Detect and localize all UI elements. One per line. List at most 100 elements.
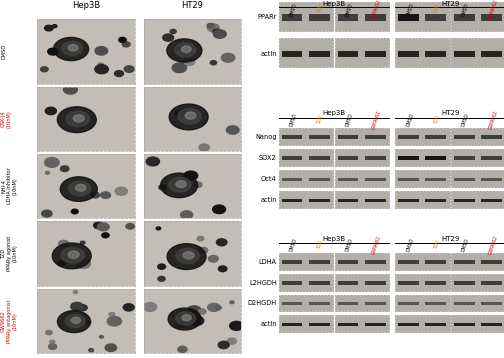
Text: Hep3B: Hep3B — [323, 110, 346, 116]
Text: HT29: HT29 — [441, 110, 460, 116]
Text: DMSO: DMSO — [345, 2, 354, 17]
Bar — [338, 302, 358, 305]
Bar — [454, 302, 475, 305]
Bar — [395, 2, 450, 31]
Bar — [365, 323, 386, 326]
Bar — [282, 260, 302, 264]
Text: LDHA: LDHA — [259, 259, 277, 265]
Bar — [365, 199, 386, 202]
Bar — [451, 2, 504, 31]
Bar — [451, 274, 504, 291]
Bar — [398, 281, 419, 285]
Text: GW9662: GW9662 — [487, 234, 498, 255]
Bar — [398, 302, 419, 305]
Text: TZD: TZD — [317, 240, 325, 250]
Bar — [279, 295, 333, 311]
Bar — [425, 178, 446, 181]
Bar — [395, 315, 450, 332]
Bar — [451, 191, 504, 208]
Bar — [454, 14, 475, 21]
Bar — [451, 149, 504, 166]
Text: GW9662
PPARy antagonist
(10nM): GW9662 PPARy antagonist (10nM) — [1, 299, 18, 343]
Bar — [282, 135, 302, 139]
Bar — [282, 281, 302, 285]
Bar — [338, 281, 358, 285]
Bar — [481, 156, 502, 160]
Text: TZD
PPARy agonist
(10nM): TZD PPARy agonist (10nM) — [1, 236, 18, 271]
Bar — [451, 129, 504, 145]
Text: TZD: TZD — [433, 4, 441, 15]
Bar — [309, 323, 330, 326]
Text: DMSO: DMSO — [345, 112, 354, 127]
Bar — [309, 281, 330, 285]
Bar — [335, 129, 389, 145]
Text: actin: actin — [260, 50, 277, 57]
Bar — [425, 323, 446, 326]
Bar — [451, 170, 504, 187]
Text: DMSO: DMSO — [345, 237, 354, 252]
Bar — [309, 302, 330, 305]
Text: DMSO: DMSO — [461, 237, 470, 252]
Bar — [398, 14, 419, 21]
Bar — [395, 253, 450, 270]
Bar — [279, 274, 333, 291]
Text: DMSO: DMSO — [289, 237, 298, 252]
Bar — [335, 191, 389, 208]
Bar — [365, 14, 386, 21]
Bar — [309, 51, 330, 57]
Text: D2HGDH: D2HGDH — [247, 300, 277, 306]
Text: DMSO: DMSO — [289, 112, 298, 127]
Bar — [282, 51, 302, 57]
Bar — [279, 129, 333, 145]
Bar — [481, 135, 502, 139]
Bar — [282, 199, 302, 202]
Bar — [481, 178, 502, 181]
Bar — [425, 135, 446, 139]
Text: DMSO: DMSO — [289, 2, 298, 17]
Bar — [279, 38, 333, 68]
Text: Hep3B: Hep3B — [323, 236, 346, 242]
Text: DMSO: DMSO — [405, 112, 414, 127]
Bar — [365, 156, 386, 160]
Bar — [395, 295, 450, 311]
Bar — [309, 14, 330, 21]
Bar — [481, 302, 502, 305]
Text: Nanog: Nanog — [255, 134, 277, 140]
Bar — [365, 281, 386, 285]
Bar — [309, 199, 330, 202]
Text: DMSO: DMSO — [461, 2, 470, 17]
Text: GW9662: GW9662 — [371, 109, 382, 130]
Text: Hep3B: Hep3B — [72, 1, 100, 10]
Bar — [338, 323, 358, 326]
Bar — [395, 129, 450, 145]
Bar — [425, 260, 446, 264]
Bar — [335, 2, 389, 31]
Bar — [425, 51, 446, 57]
Bar — [481, 323, 502, 326]
Bar — [451, 38, 504, 68]
Text: GW9662: GW9662 — [371, 234, 382, 255]
Text: DMSO: DMSO — [461, 112, 470, 127]
Bar — [395, 274, 450, 291]
Text: TZD: TZD — [317, 114, 325, 125]
Bar — [425, 281, 446, 285]
Bar — [365, 51, 386, 57]
Bar — [398, 260, 419, 264]
Bar — [338, 260, 358, 264]
Bar — [309, 178, 330, 181]
Bar — [365, 135, 386, 139]
Bar — [309, 135, 330, 139]
Bar — [365, 302, 386, 305]
Bar — [279, 315, 333, 332]
Bar — [279, 170, 333, 187]
Bar — [338, 51, 358, 57]
Bar — [481, 14, 502, 21]
Bar — [282, 156, 302, 160]
Text: GW9662: GW9662 — [487, 0, 498, 20]
Bar — [451, 295, 504, 311]
Bar — [395, 38, 450, 68]
Text: DMSO: DMSO — [405, 2, 414, 17]
Bar — [425, 199, 446, 202]
Bar — [338, 156, 358, 160]
Text: TZD: TZD — [433, 114, 441, 125]
